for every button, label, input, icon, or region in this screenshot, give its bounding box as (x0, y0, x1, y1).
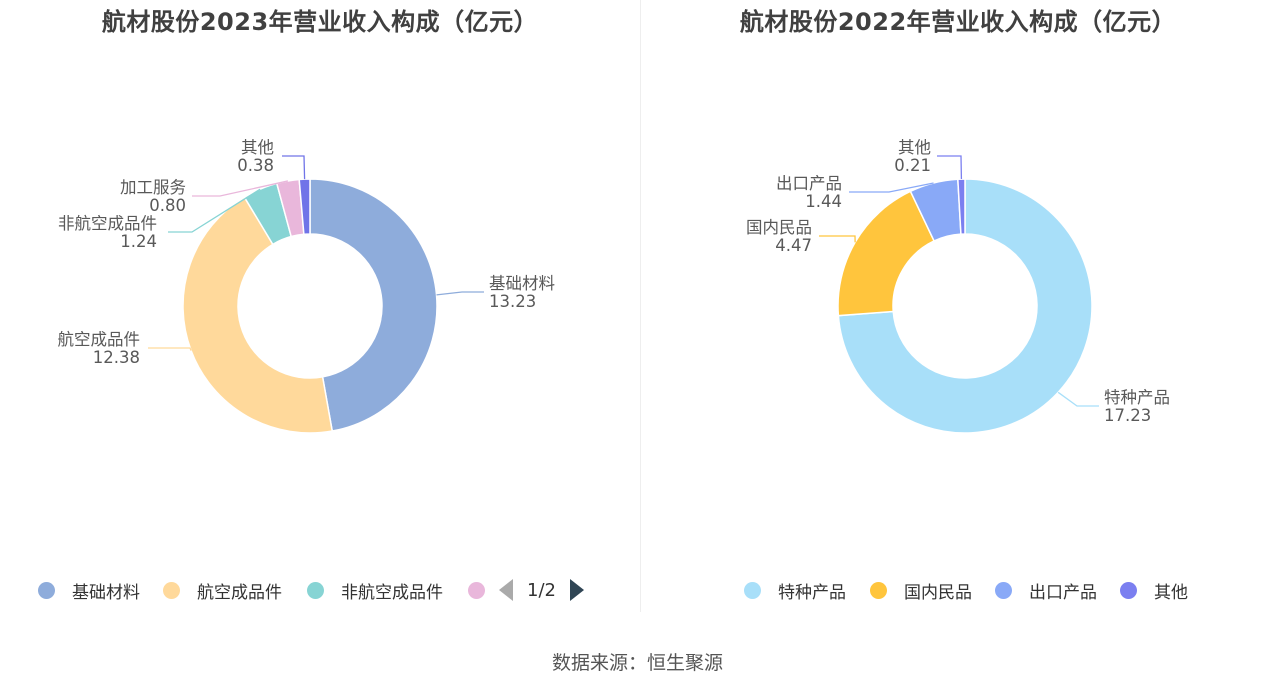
slice-category-label: 国内民品 (746, 218, 812, 237)
legend-marker (1120, 581, 1137, 599)
slice-category-label: 其他 (898, 138, 931, 157)
legend-label: 特种产品 (778, 582, 846, 603)
legend-item-truncated[interactable] (468, 576, 502, 604)
legend-label: 航空成品件 (197, 582, 282, 603)
chart-panel-2023: 航材股份2023年营业收入构成（亿元） 基础材料 13.23 航空成品件 12.38 非… (0, 0, 640, 612)
legend-marker (744, 581, 761, 599)
chart-title: 航材股份2022年营业收入构成（亿元） (739, 8, 1177, 36)
legend-item-tezhong-chanpin[interactable]: 特种产品 (744, 576, 846, 604)
slice-category-label: 特种产品 (1104, 388, 1170, 407)
label-leader-line (168, 188, 261, 233)
legend-item-chukou-chanpin[interactable]: 出口产品 (995, 576, 1097, 604)
slice-category-label: 其他 (241, 138, 274, 157)
chart-title: 航材股份2023年营业收入构成（亿元） (101, 8, 539, 36)
slice-category-label: 出口产品 (776, 174, 842, 193)
label-leader-line (1057, 391, 1099, 407)
legend-marker (995, 581, 1012, 599)
legend: 特种产品 国内民品 出口产品 其他 (641, 576, 1275, 604)
label-leader-line (282, 155, 306, 180)
label-leader-line (192, 180, 289, 197)
legend-marker (163, 581, 180, 599)
label-leader-line (819, 235, 856, 243)
label-leader-line (849, 182, 934, 193)
chart-panel-2022: 航材股份2022年营业收入构成（亿元） 特种产品 17.23 国内民品 4.47 出口产… (641, 0, 1275, 612)
legend-next-icon[interactable] (569, 579, 584, 601)
legend-marker (38, 581, 55, 599)
legend-label: 出口产品 (1029, 582, 1097, 603)
legend-item-qita[interactable]: 其他 (1120, 576, 1188, 604)
slice-category-label: 非航空成品件 (58, 214, 157, 233)
legend-label: 基础材料 (72, 582, 140, 603)
slice-value-label: 1.24 (120, 232, 157, 251)
slice-value-label: 4.47 (775, 236, 812, 255)
slice-value-label: 0.38 (237, 156, 274, 175)
legend-marker (468, 581, 485, 599)
label-leader-line (436, 291, 484, 296)
legend-marker (307, 581, 324, 599)
slice-category-label: 加工服务 (120, 178, 186, 197)
legend-pager: 1/2 (499, 576, 584, 604)
donut-slice[interactable] (837, 178, 1093, 434)
slice-value-label: 1.44 (805, 192, 842, 211)
legend: 基础材料 航空成品件 非航空成品件 1/2 (0, 576, 640, 604)
donut-slice[interactable] (957, 178, 966, 235)
slice-value-label: 0.21 (894, 156, 931, 175)
label-leader-line (937, 155, 963, 180)
legend-item-hangkong-chengpinjian[interactable]: 航空成品件 (163, 576, 282, 604)
legend-item-fei-hangkong-chengpinjian[interactable]: 非航空成品件 (307, 576, 443, 604)
slice-value-label: 12.38 (93, 348, 140, 367)
legend-item-guonei-minpin[interactable]: 国内民品 (870, 576, 972, 604)
data-source-note: 数据来源：恒生聚源 (551, 652, 723, 674)
slice-value-label: 13.23 (489, 292, 536, 311)
legend-item-jichu-cailiao[interactable]: 基础材料 (38, 576, 140, 604)
slice-value-label: 17.23 (1104, 406, 1151, 425)
slice-category-label: 航空成品件 (58, 330, 141, 349)
legend-prev-icon[interactable] (499, 579, 513, 601)
legend-label: 非航空成品件 (341, 582, 443, 603)
label-leader-line (148, 347, 192, 351)
legend-label: 国内民品 (904, 582, 972, 603)
panel-divider (640, 0, 641, 612)
legend-page-indicator: 1/2 (527, 579, 556, 601)
legend-marker (870, 581, 887, 599)
slice-value-label: 0.80 (149, 196, 186, 215)
donut-slice[interactable] (298, 178, 311, 236)
legend-label: 其他 (1154, 582, 1188, 603)
slice-category-label: 基础材料 (489, 274, 555, 293)
donut-slice[interactable] (309, 178, 438, 432)
